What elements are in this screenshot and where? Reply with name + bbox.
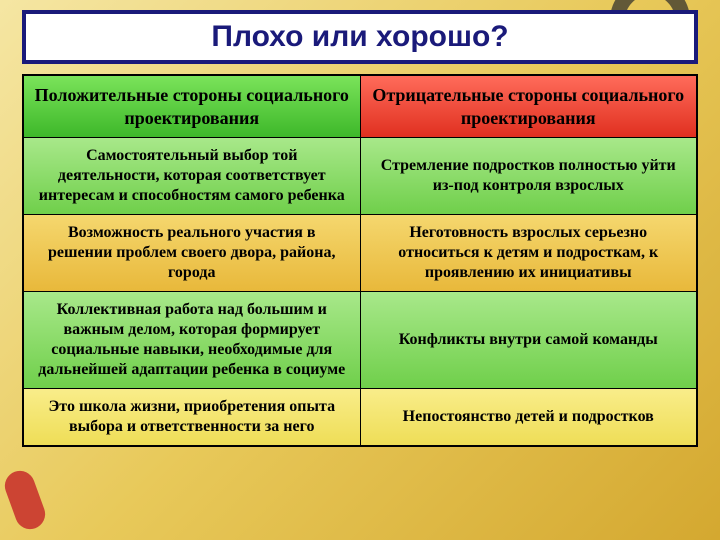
comparison-table: Положительные стороны социального проект… <box>22 74 698 447</box>
slide-container: Плохо или хорошо? Положительные стороны … <box>0 0 720 457</box>
cell-negative: Стремление подростков полностью уйти из-… <box>360 138 697 215</box>
decor-pencil <box>1 467 50 534</box>
slide-title: Плохо или хорошо? <box>46 20 674 54</box>
table-row: Самостоятельный выбор той деятельности, … <box>23 138 697 215</box>
table-header-row: Положительные стороны социального проект… <box>23 75 697 138</box>
cell-positive: Возможность реального участия в решении … <box>23 215 360 292</box>
title-box: Плохо или хорошо? <box>22 10 698 64</box>
cell-negative: Конфликты внутри самой команды <box>360 292 697 389</box>
cell-positive: Самостоятельный выбор той деятельности, … <box>23 138 360 215</box>
cell-positive: Коллективная работа над большим и важным… <box>23 292 360 389</box>
cell-negative: Непостоянство детей и подростков <box>360 389 697 447</box>
table-row: Коллективная работа над большим и важным… <box>23 292 697 389</box>
cell-negative: Неготовность взрослых серьезно относитьс… <box>360 215 697 292</box>
table-row: Это школа жизни, приобретения опыта выбо… <box>23 389 697 447</box>
cell-positive: Это школа жизни, приобретения опыта выбо… <box>23 389 360 447</box>
header-negative: Отрицательные стороны социального проект… <box>360 75 697 138</box>
table-row: Возможность реального участия в решении … <box>23 215 697 292</box>
header-positive: Положительные стороны социального проект… <box>23 75 360 138</box>
